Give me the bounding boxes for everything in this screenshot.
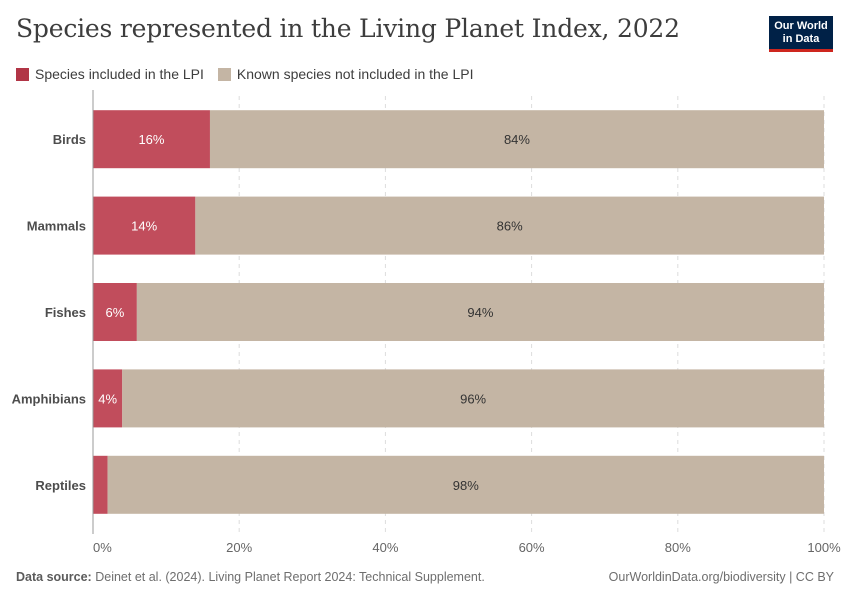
x-tick-label: 80%	[665, 540, 691, 555]
chart-title: Species represented in the Living Planet…	[16, 14, 680, 43]
bar-not-included	[209, 110, 824, 169]
data-label-included: 6%	[106, 305, 125, 320]
logo-line-1: Our World	[774, 20, 828, 32]
bar-not-included	[122, 369, 825, 428]
data-label-not-included: 84%	[504, 132, 530, 147]
footer-link[interactable]: OurWorldinData.org/biodiversity | CC BY	[608, 570, 834, 584]
category-label: Fishes	[45, 305, 86, 320]
data-label-included: 16%	[138, 132, 164, 147]
legend-swatch-included	[16, 67, 29, 81]
data-label-not-included: 96%	[460, 391, 486, 406]
footer-source: Data source: Deinet et al. (2024). Livin…	[16, 570, 485, 584]
x-tick-label: 60%	[519, 540, 545, 555]
category-label: Birds	[53, 132, 86, 147]
source-text: Deinet et al. (2024). Living Planet Repo…	[95, 570, 485, 584]
category-label: Amphibians	[12, 391, 86, 406]
x-tick-label: 100%	[807, 540, 841, 555]
bar-not-included	[136, 283, 825, 341]
bar-included	[93, 369, 123, 428]
category-label: Reptiles	[35, 478, 86, 493]
legend-item-not-included[interactable]: Known species not included in the LPI	[217, 66, 474, 82]
owid-logo[interactable]: Our World in Data	[769, 16, 833, 52]
data-label-not-included: 94%	[467, 305, 493, 320]
x-tick-label: 40%	[372, 540, 398, 555]
data-label-not-included: 98%	[453, 478, 479, 493]
data-label-not-included: 86%	[497, 219, 523, 234]
data-label-included: 14%	[131, 219, 157, 234]
x-tick-label: 20%	[226, 540, 252, 555]
category-label: Mammals	[27, 219, 86, 234]
data-label-included: 4%	[98, 391, 117, 406]
x-tick-label: 0%	[93, 540, 112, 555]
legend-item-included[interactable]: Species included in the LPI	[16, 66, 204, 82]
bar-included	[93, 110, 210, 169]
legend: Species included in the LPI Known specie…	[16, 66, 488, 82]
bar-not-included	[195, 196, 825, 255]
legend-label-not-included: Known species not included in the LPI	[236, 66, 474, 82]
bar-included	[93, 455, 108, 514]
logo-line-2: in Data	[782, 33, 820, 45]
bar-included	[93, 283, 137, 341]
bar-not-included	[107, 455, 825, 514]
legend-label-included: Species included in the LPI	[35, 66, 204, 82]
bar-included	[93, 196, 196, 255]
source-label: Data source:	[16, 570, 92, 584]
legend-swatch-not-included	[217, 67, 231, 81]
